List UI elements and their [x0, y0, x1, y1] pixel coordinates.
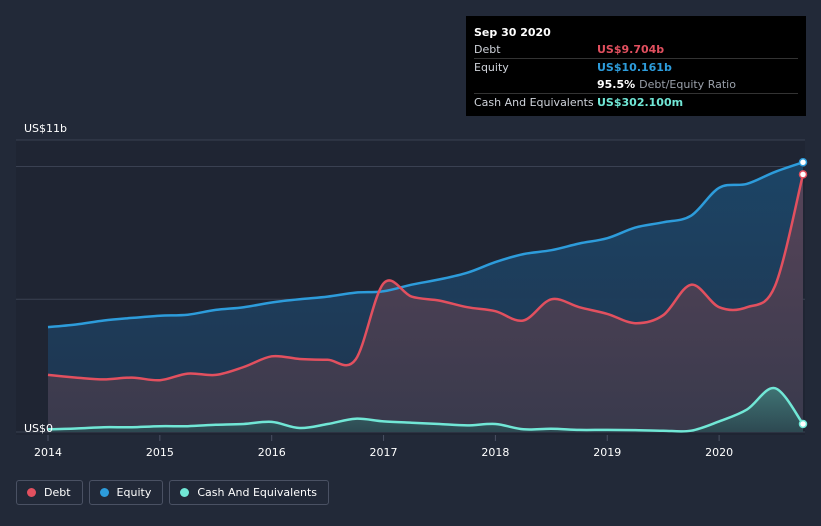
tooltip-label: Equity — [474, 61, 509, 74]
x-tick-label: 2018 — [481, 446, 509, 459]
x-tick-label: 2019 — [593, 446, 621, 459]
tooltip-row-equity: Equity US$10.161b — [474, 58, 798, 76]
equity-line — [47, 161, 804, 329]
tooltip-date: Sep 30 2020 — [474, 26, 551, 39]
tooltip-ratio-value: 95.5% — [597, 78, 636, 91]
debt-line — [47, 174, 805, 382]
debt-endpoint — [798, 170, 808, 179]
tooltip-label: Debt — [474, 43, 501, 56]
tooltip-debt-value: US$9.704b — [597, 43, 665, 56]
legend-label: Cash And Equivalents — [197, 486, 317, 499]
tooltip-label: Cash And Equivalents — [474, 96, 594, 109]
x-tick-label: 2017 — [370, 446, 398, 459]
tooltip-ratio-label: Debt/Equity Ratio — [639, 78, 736, 91]
x-tick-label: 2015 — [146, 446, 174, 459]
equity-dot-icon — [99, 488, 109, 497]
tooltip-row-debt: Debt US$9.704b — [474, 41, 798, 58]
tooltip-row-cash: Cash And Equivalents US$302.100m — [474, 93, 798, 111]
y-axis-top-label: US$11b — [24, 122, 67, 135]
equity-endpoint — [798, 158, 808, 167]
legend-item-cash[interactable]: Cash And Equivalents — [169, 480, 329, 505]
tooltip-row-ratio: 95.5% Debt/Equity Ratio — [474, 76, 798, 93]
tooltip-cash-value: US$302.100m — [597, 96, 684, 109]
legend-label: Debt — [44, 486, 71, 499]
chart-legend: Debt Equity Cash And Equivalents — [16, 480, 329, 507]
cash-line — [47, 386, 805, 433]
legend-label: Equity — [116, 486, 152, 499]
data-tooltip: Sep 30 2020 Debt US$9.704b Equity US$10.… — [466, 16, 806, 116]
tooltip-label — [474, 76, 597, 93]
cash-endpoint — [798, 419, 808, 429]
debt-dot-icon — [27, 488, 36, 497]
legend-item-equity[interactable]: Equity — [88, 480, 164, 505]
cash-dot-icon — [180, 488, 190, 497]
x-tick-label: 2020 — [705, 446, 733, 459]
y-axis-bottom-label: US$0 — [24, 422, 53, 435]
x-tick-label: 2014 — [34, 446, 62, 459]
legend-item-debt[interactable]: Debt — [16, 480, 83, 505]
x-tick-label: 2016 — [258, 446, 286, 459]
debt-area — [48, 174, 803, 432]
tooltip-equity-value: US$10.161b — [597, 61, 672, 74]
